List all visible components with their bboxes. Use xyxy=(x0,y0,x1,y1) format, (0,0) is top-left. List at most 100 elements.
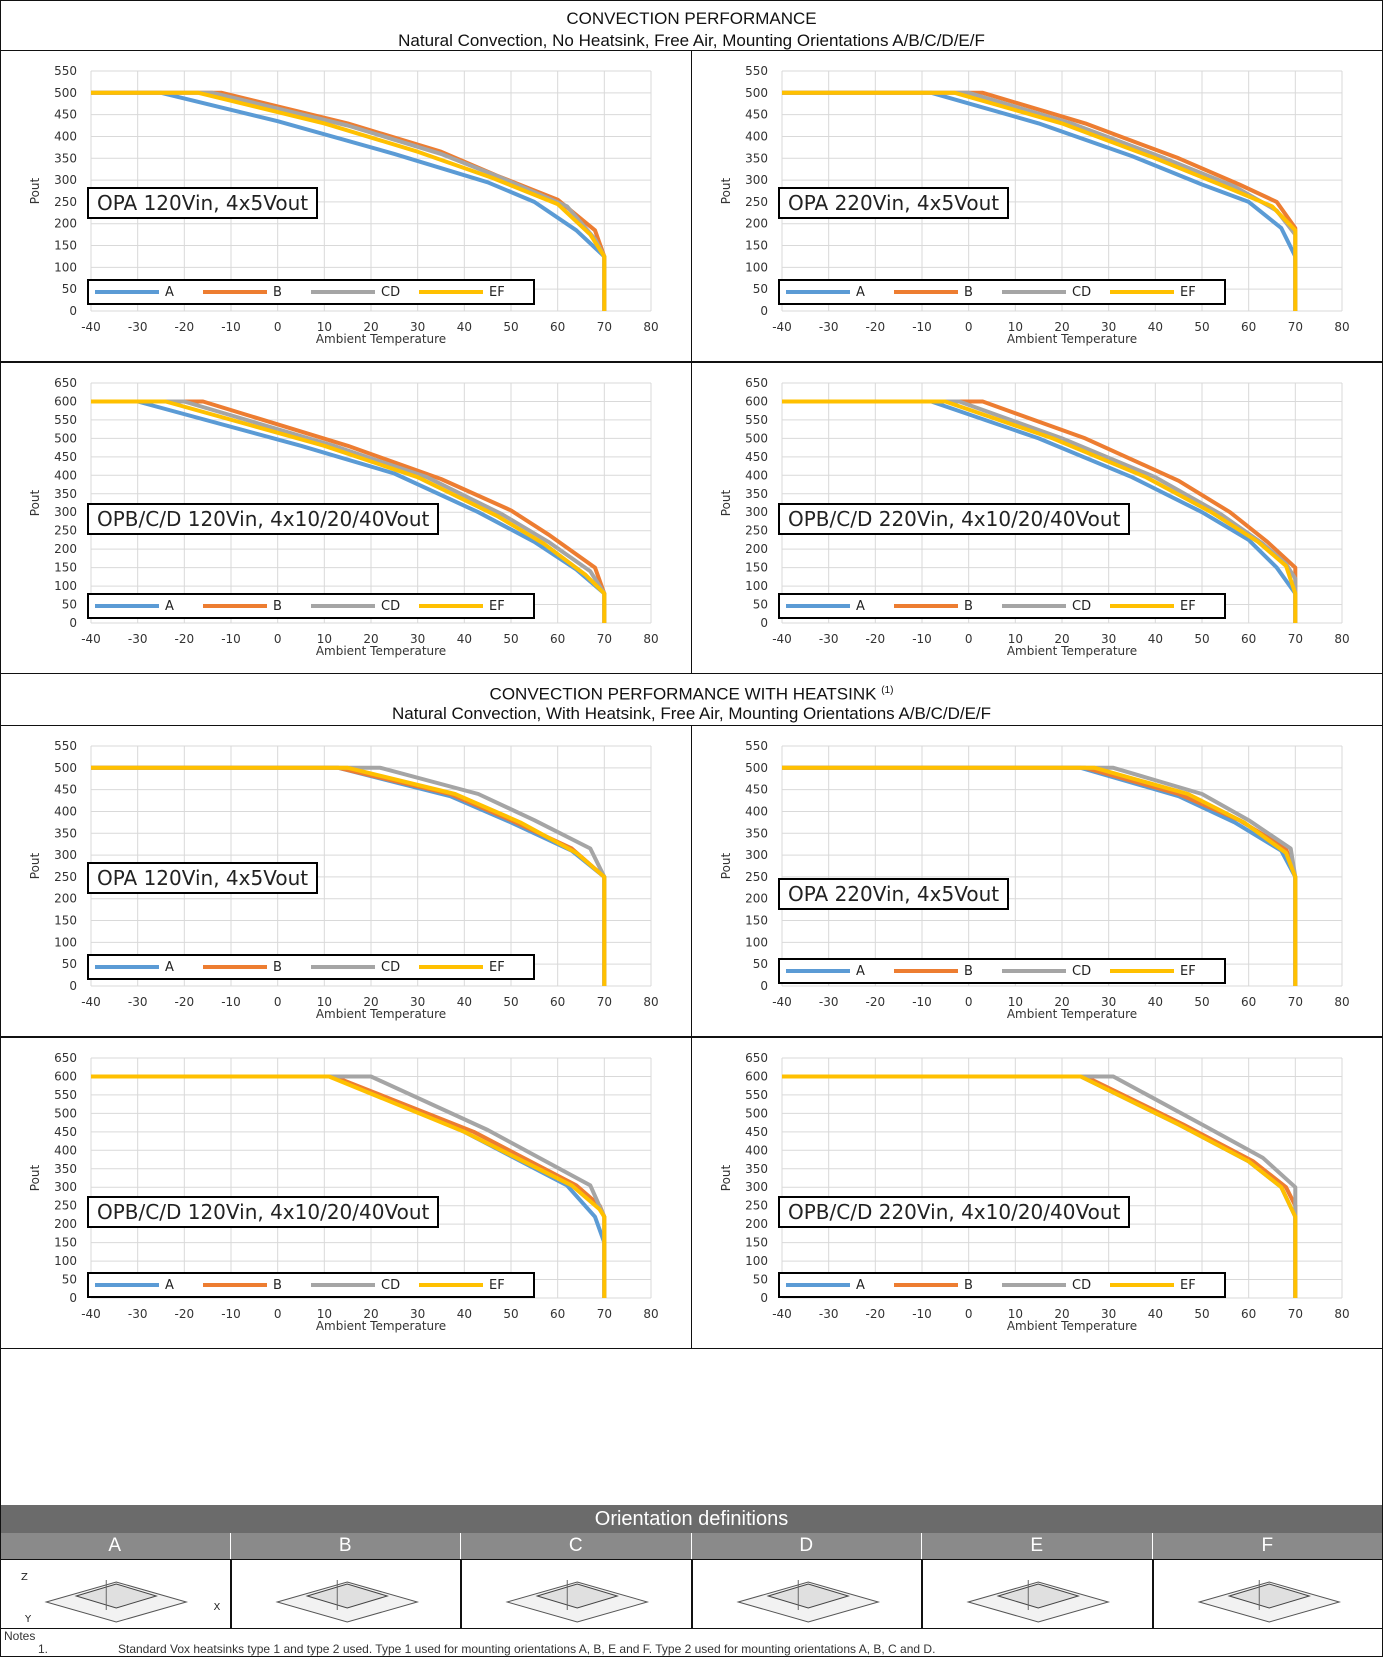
legend-label: A xyxy=(856,963,865,979)
legend-item-a: A xyxy=(786,285,884,300)
y-tick-label: 250 xyxy=(54,195,77,209)
module-block xyxy=(535,1583,619,1609)
chart-legend: A B CD EF xyxy=(87,1272,535,1298)
section-2-title-text: CONVECTION PERFORMANCE WITH HEATSINK xyxy=(489,684,877,704)
chart-legend: A B CD EF xyxy=(778,958,1226,984)
y-tick-label: 550 xyxy=(745,739,768,753)
y-tick-label: 300 xyxy=(745,173,768,187)
y-tick-label: 50 xyxy=(62,282,77,296)
chart-label: OPA 120Vin, 4x5Vout xyxy=(87,862,319,894)
y-tick-label: 500 xyxy=(54,761,77,775)
y-tick-label: 100 xyxy=(54,935,77,949)
y-tick-label: 500 xyxy=(745,761,768,775)
y-tick-label: 650 xyxy=(745,376,768,390)
x-tick-label: -40 xyxy=(772,632,792,646)
x-axis-title: Ambient Temperature xyxy=(1007,644,1137,658)
y-tick-label: 650 xyxy=(54,1051,77,1065)
x-tick-label: -40 xyxy=(81,1307,101,1321)
chart-label: OPA 120Vin, 4x5Vout xyxy=(87,187,319,219)
y-tick-label: 550 xyxy=(745,413,768,427)
y-tick-label: 350 xyxy=(745,487,768,501)
y-tick-label: 400 xyxy=(745,129,768,143)
x-axis-title: Ambient Temperature xyxy=(1007,332,1137,346)
y-tick-label: 400 xyxy=(54,468,77,482)
y-tick-label: 300 xyxy=(54,848,77,862)
x-tick-label: 30 xyxy=(1101,320,1116,334)
chart-label: OPB/C/D 220Vin, 4x10/20/40Vout xyxy=(778,1196,1131,1228)
y-tick-label: 200 xyxy=(54,542,77,556)
legend-swatch xyxy=(786,290,850,294)
y-tick-label: 150 xyxy=(54,1236,77,1250)
x-tick-label: 80 xyxy=(1334,320,1349,334)
x-tick-label: -10 xyxy=(221,995,241,1009)
legend-item-cd: CD xyxy=(1002,964,1100,979)
legend-label: A xyxy=(856,598,865,614)
unit-drawing xyxy=(505,1580,650,1623)
legend-label: CD xyxy=(1072,963,1092,979)
y-axis-title: Pout xyxy=(28,177,42,204)
chart-label: OPA 220Vin, 4x5Vout xyxy=(778,187,1010,219)
chart-label: OPB/C/D 120Vin, 4x10/20/40Vout xyxy=(87,1196,440,1228)
y-tick-label: 150 xyxy=(54,561,77,575)
notes-heading: Notes xyxy=(4,1629,36,1643)
y-tick-label: 500 xyxy=(745,431,768,445)
unit-drawing xyxy=(274,1580,419,1623)
legend-swatch xyxy=(95,965,159,969)
y-tick-label: 400 xyxy=(54,129,77,143)
orientation-header-e: E xyxy=(922,1533,1153,1559)
legend-label: EF xyxy=(489,959,505,975)
axis-label-y: Y xyxy=(24,1614,32,1625)
x-tick-label: 80 xyxy=(1334,632,1349,646)
legend-label: EF xyxy=(1180,284,1196,300)
module-block xyxy=(305,1583,389,1609)
x-tick-label: 30 xyxy=(410,995,425,1009)
x-tick-label: -10 xyxy=(221,1307,241,1321)
x-tick-label: 30 xyxy=(1101,1307,1116,1321)
x-tick-label: 40 xyxy=(457,632,472,646)
legend-item-a: A xyxy=(786,599,884,614)
legend-label: EF xyxy=(489,598,505,614)
legend-item-b: B xyxy=(894,964,992,979)
y-tick-label: 250 xyxy=(54,524,77,538)
legend-item-b: B xyxy=(203,960,301,975)
y-tick-label: 250 xyxy=(745,195,768,209)
x-tick-label: -20 xyxy=(866,1307,886,1321)
x-tick-label: -20 xyxy=(175,632,195,646)
module-block xyxy=(996,1583,1080,1609)
x-tick-label: 10 xyxy=(317,1307,332,1321)
x-tick-label: 70 xyxy=(597,632,612,646)
orientation-header-d: D xyxy=(691,1533,922,1559)
legend-swatch xyxy=(419,965,483,969)
x-tick-label: 0 xyxy=(274,1307,282,1321)
legend-label: EF xyxy=(489,284,505,300)
y-tick-label: 250 xyxy=(54,1199,77,1213)
y-tick-label: 450 xyxy=(54,108,77,122)
y-tick-label: 500 xyxy=(54,86,77,100)
x-tick-label: 60 xyxy=(550,320,565,334)
chart-panel-6: 0 50 100 150 200 250 300 350 400 450 500 550 -40 -30-… xyxy=(691,725,1383,1037)
x-tick-label: 70 xyxy=(597,1307,612,1321)
legend-swatch xyxy=(311,1283,375,1287)
legend-label: A xyxy=(856,284,865,300)
x-tick-label: -20 xyxy=(866,320,886,334)
x-tick-label: 80 xyxy=(1334,995,1349,1009)
x-tick-label: -30 xyxy=(128,320,148,334)
y-axis-title: Pout xyxy=(28,489,42,516)
legend-label: B xyxy=(964,1277,973,1293)
note-text: Standard Vox heatsinks type 1 and type 2… xyxy=(118,1642,936,1656)
x-tick-label: 80 xyxy=(643,632,658,646)
x-tick-label: -10 xyxy=(912,1307,932,1321)
y-tick-label: 650 xyxy=(745,1051,768,1065)
y-tick-label: 250 xyxy=(745,524,768,538)
orientation-illustration-a: Z X Y xyxy=(0,1559,231,1629)
legend-swatch xyxy=(203,965,267,969)
legend-item-b: B xyxy=(894,599,992,614)
y-tick-label: 100 xyxy=(54,260,77,274)
legend-label: CD xyxy=(381,598,401,614)
y-axis-title: Pout xyxy=(719,1164,733,1191)
legend-item-b: B xyxy=(894,285,992,300)
y-tick-label: 200 xyxy=(54,1217,77,1231)
x-tick-label: 0 xyxy=(965,632,973,646)
